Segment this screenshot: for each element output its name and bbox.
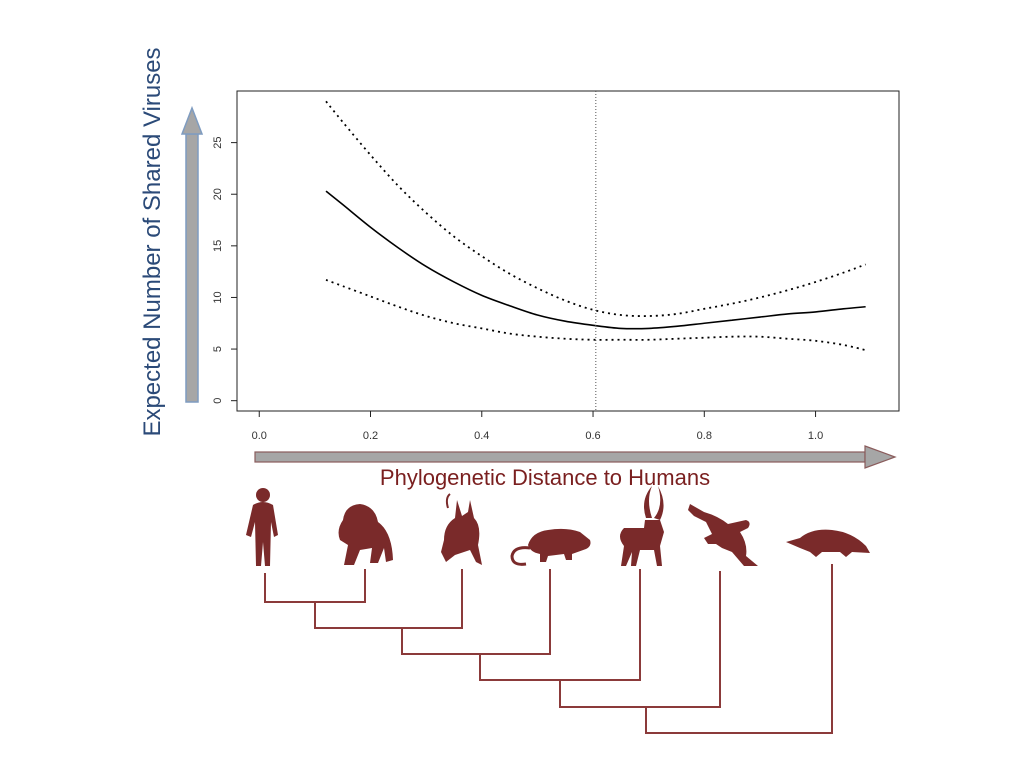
x-axis-label: Phylogenetic Distance to Humans — [380, 465, 710, 490]
x-axis-ticks: 0.0 0.2 0.4 0.6 0.8 1.0 — [252, 411, 823, 442]
kangaroo-icon — [688, 504, 758, 566]
upper-confidence-curve — [325, 100, 866, 317]
x-tick-label: 0.4 — [474, 430, 489, 442]
y-axis-ticks: 0 5 10 15 20 25 — [212, 136, 237, 404]
rodent-icon — [510, 528, 591, 566]
y-tick-label: 10 — [212, 291, 224, 303]
platypus-icon — [786, 529, 870, 557]
y-tick-label: 5 — [212, 346, 224, 352]
x-tick-label: 0.2 — [363, 430, 378, 442]
lower-confidence-curve — [325, 279, 866, 351]
x-tick-label: 0.6 — [585, 430, 600, 442]
y-tick-label: 25 — [212, 136, 224, 148]
y-tick-label: 15 — [212, 240, 224, 252]
y-tick-label: 0 — [212, 398, 224, 404]
x-tick-label: 0.8 — [697, 430, 712, 442]
plot-frame — [236, 90, 900, 412]
x-tick-label: 0.0 — [252, 430, 267, 442]
curves — [325, 100, 866, 351]
phylogenetic-tree — [264, 564, 833, 734]
antelope-icon — [620, 486, 664, 566]
bat-icon — [441, 493, 482, 565]
x-tick-label: 1.0 — [808, 430, 823, 442]
gorilla-icon — [338, 504, 393, 565]
x-axis-arrow — [254, 445, 897, 469]
human-icon — [246, 488, 278, 566]
y-tick-label: 20 — [212, 188, 224, 200]
y-axis-label: Expected Number of Shared Viruses — [139, 47, 166, 436]
y-axis-arrow — [180, 105, 204, 403]
fitted-curve — [325, 190, 866, 330]
